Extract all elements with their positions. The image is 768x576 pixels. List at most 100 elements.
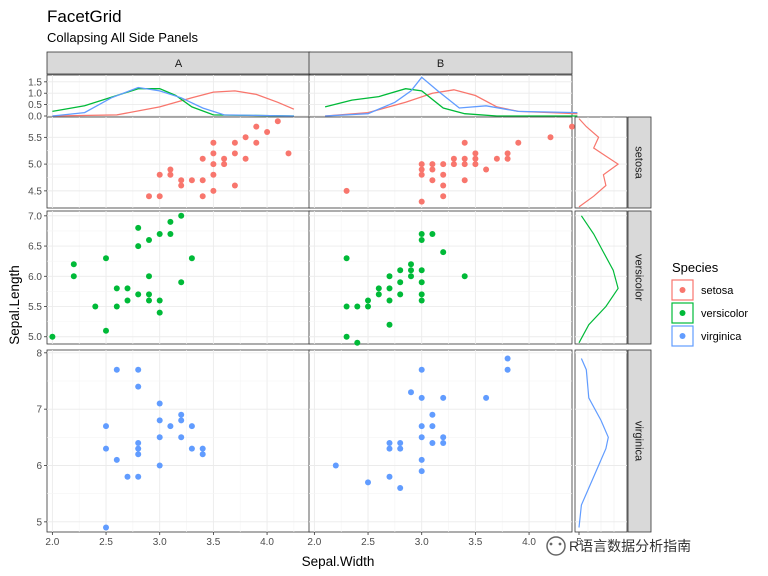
data-point-versicolor [461, 273, 468, 280]
data-point-setosa [210, 150, 217, 157]
data-point-versicolor [49, 333, 56, 340]
x-tick-label: 4.0 [522, 537, 536, 548]
data-point-virginica [418, 394, 425, 401]
data-point-setosa [440, 171, 447, 178]
y-tick-label-versicolor: 5.5 [28, 302, 42, 313]
data-point-setosa [483, 166, 490, 173]
data-point-versicolor [397, 267, 404, 274]
data-point-virginica [156, 417, 163, 424]
x-tick-label: 4.0 [260, 537, 274, 548]
data-point-setosa [504, 150, 511, 157]
density-curve-top-B-versicolor [324, 88, 578, 117]
data-point-setosa [221, 161, 228, 168]
data-point-versicolor [386, 297, 393, 304]
data-point-setosa [146, 193, 152, 200]
data-point-virginica [135, 383, 142, 390]
data-point-virginica [483, 394, 490, 401]
data-point-setosa [429, 161, 436, 168]
data-point-versicolor [386, 321, 393, 328]
x-tick-label: 3.5 [468, 537, 482, 548]
data-point-virginica [135, 445, 142, 452]
data-point-virginica [397, 445, 404, 452]
chart-title: FacetGrid [47, 7, 122, 26]
chart-subtitle: Collapsing All Side Panels [47, 30, 199, 45]
y-tick-label-setosa: 5.5 [28, 133, 42, 144]
scatter-panel-virginica-A [46, 349, 311, 533]
data-point-virginica [440, 434, 447, 441]
y-tick-label-virginica: 7 [36, 405, 42, 416]
data-point-virginica [103, 445, 109, 452]
wechat-icon-inner [549, 542, 553, 546]
data-point-virginica [504, 366, 511, 373]
data-point-versicolor [124, 285, 131, 292]
data-point-virginica [440, 394, 447, 401]
x-tick-label: 2.0 [45, 537, 59, 548]
data-point-versicolor [135, 224, 142, 231]
data-point-versicolor [113, 285, 120, 292]
data-point-versicolor [103, 255, 109, 262]
data-point-versicolor [365, 297, 371, 304]
y-tick-label-versicolor: 6.5 [28, 242, 42, 253]
facet-strip-label-setosa: setosa [633, 146, 645, 179]
data-point-versicolor [156, 231, 163, 237]
plot-area: A B 0.00.51.01.5 4.5 5.0 5.5 setosa 5.0 5.5 6.0 6.… [28, 51, 652, 548]
data-point-setosa [547, 134, 554, 141]
data-point-versicolor [178, 212, 185, 219]
data-point-virginica [178, 417, 185, 424]
data-point-setosa [440, 182, 447, 189]
y-tick-label-top: 1.0 [28, 89, 42, 100]
data-point-virginica [178, 411, 185, 418]
wechat-icon-inner-2 [558, 542, 562, 546]
data-point-setosa [343, 187, 350, 194]
x-tick-label: 3.5 [206, 537, 220, 548]
data-point-virginica [408, 389, 414, 396]
data-point-virginica [386, 445, 393, 452]
data-point-virginica [418, 434, 425, 441]
y-tick-label-virginica: 8 [36, 348, 42, 359]
data-point-setosa [210, 139, 217, 146]
data-point-versicolor [343, 255, 350, 262]
data-point-versicolor [397, 279, 404, 286]
data-point-versicolor [418, 237, 425, 243]
data-point-versicolor [113, 303, 120, 310]
data-point-setosa [569, 123, 575, 130]
y-tick-label-versicolor: 5.0 [28, 332, 42, 343]
data-point-virginica [429, 423, 436, 430]
facet-strip-label-versicolor: versicolor [633, 254, 645, 301]
data-point-setosa [429, 166, 436, 173]
legend-label-versicolor: versicolor [701, 308, 748, 320]
data-point-virginica [113, 456, 120, 463]
data-point-virginica [156, 462, 163, 469]
data-point-virginica [397, 485, 404, 491]
facet-strip-label-virginica: virginica [633, 421, 645, 462]
data-point-versicolor [418, 267, 425, 274]
data-point-versicolor [167, 218, 174, 225]
x-tick-label: 3.0 [415, 537, 429, 548]
data-point-versicolor [375, 291, 382, 298]
data-point-setosa [210, 187, 217, 194]
data-point-setosa [472, 155, 479, 162]
data-point-setosa [199, 177, 206, 184]
data-point-virginica [178, 434, 185, 441]
x-axis-title: Sepal.Width [302, 554, 375, 569]
density-curve-top-A-versicolor [52, 88, 294, 117]
side-x-tick-label: 5 [576, 537, 582, 548]
legend-label-setosa: setosa [701, 285, 734, 297]
data-point-setosa [199, 193, 206, 200]
data-point-versicolor [343, 303, 350, 310]
data-point-setosa [242, 134, 249, 141]
data-point-versicolor [440, 249, 447, 256]
data-point-virginica [418, 423, 425, 430]
y-axis-title: Sepal.Length [7, 265, 22, 345]
data-point-versicolor [365, 303, 371, 310]
top-density-panel-A [46, 74, 311, 117]
scatter-panel-setosa-B [308, 116, 573, 209]
data-point-setosa [167, 166, 174, 173]
y-tick-label-top: 0.5 [28, 100, 42, 111]
data-point-virginica [504, 355, 511, 362]
data-point-versicolor [429, 231, 436, 237]
facet-strip-label-B: B [437, 58, 444, 70]
density-curve-top-B-virginica [325, 76, 578, 117]
data-point-virginica [135, 366, 142, 373]
data-point-versicolor [354, 339, 361, 346]
